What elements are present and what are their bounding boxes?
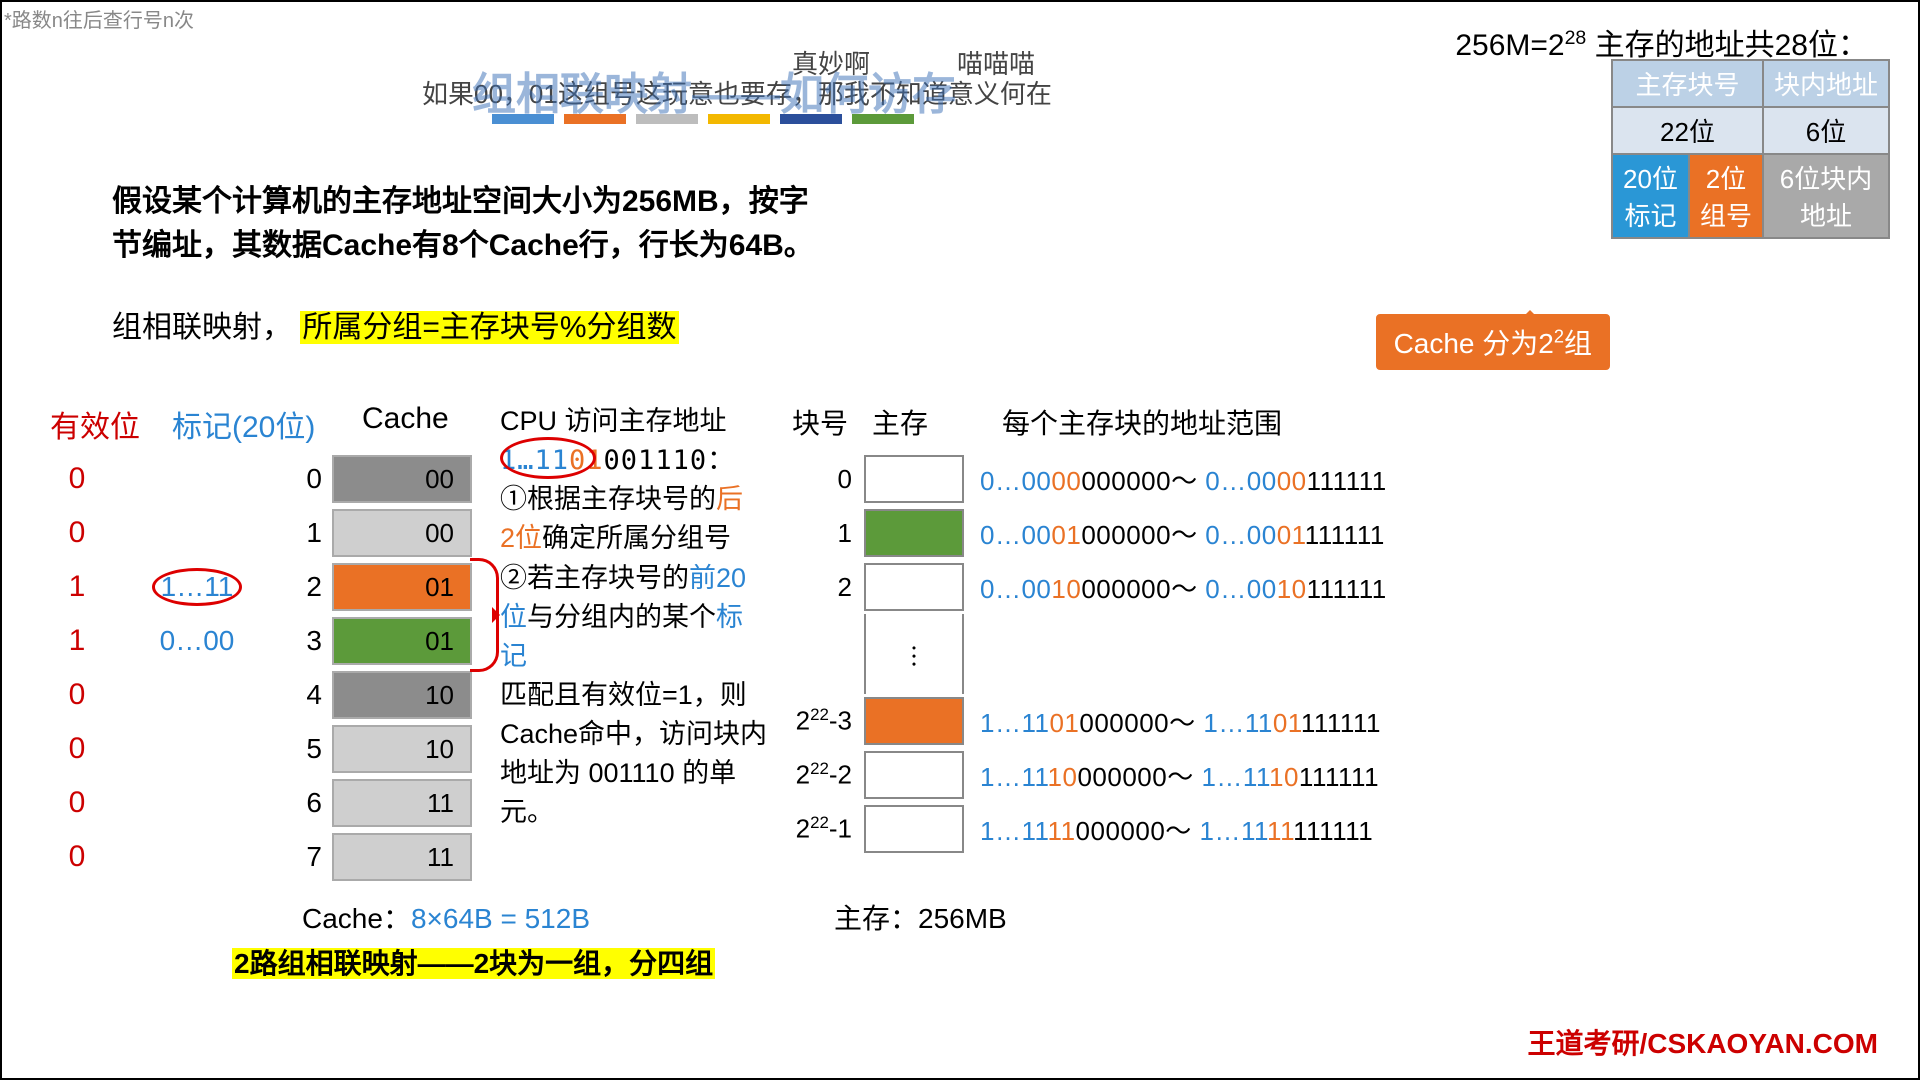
accent-bars (492, 114, 914, 124)
danmaku: 喵喵喵 (957, 44, 1035, 81)
mm-row: 222-11…1111000000～ 1…1111111111 (782, 802, 1387, 856)
cache-row: 0510 (32, 722, 472, 776)
mm-size: 主存：256MB (834, 897, 1007, 937)
mm-header-idx: 块号 (792, 402, 848, 442)
mm-row: 222-21…1110000000～ 1…1110111111 (782, 748, 1387, 802)
mm-header-range: 每个主存块的地址范围 (1002, 402, 1282, 442)
cache-row: 0100 (32, 506, 472, 560)
mm-row: 222-31…1101000000～ 1…1101111111 (782, 694, 1387, 748)
problem-text: 假设某个计算机的主存地址空间大小为256MB，按字节编址，其数据Cache有8个… (112, 180, 832, 267)
slide-title: 组相联映射——如何访存 (472, 58, 956, 122)
watermark: 王道考研/CSKAOYAN.COM (1527, 1022, 1878, 1062)
mm-row: 20…0010000000～ 0…0010111111 (782, 560, 1387, 614)
mm-header-mem: 主存 (872, 402, 928, 442)
mm-row: 00…0000000000～ 0…0000111111 (782, 452, 1387, 506)
cache-row: 0410 (32, 668, 472, 722)
text: 组相联映射， (112, 311, 292, 344)
cache-row: 0711 (32, 830, 472, 884)
col-header-cache: Cache (362, 402, 449, 436)
col-header-tag: 标记(20位) (172, 402, 315, 446)
circle-annotation (500, 437, 596, 479)
cache-table: 0000010011…1120110…003010410051006110711 (32, 452, 472, 884)
highlight: 所属分组=主存块号%分组数 (300, 311, 678, 344)
cache-row: 0611 (32, 776, 472, 830)
cache-size: Cache：8×64B = 512B (302, 897, 590, 937)
cache-row: 10…00301 (32, 614, 472, 668)
cache-groups-badge: Cache 分为22组 (1376, 314, 1610, 370)
col-header-valid: 有效位 (50, 402, 140, 446)
cache-note: 2路组相联映射——2块为一组，分四组 (232, 942, 715, 982)
mapping-rule: 组相联映射， 所属分组=主存块号%分组数 (112, 302, 679, 346)
address-table: 主存块号 块内地址 22位 6位 20位标记 2位组号 6位块内地址 (1611, 59, 1890, 239)
main-memory-table: 00…0000000000～ 0…000011111110…0001000000… (782, 452, 1387, 856)
addr-note: 256M=228 主存的地址共28位： (1455, 20, 1868, 64)
mm-row: ︙ (782, 614, 1387, 694)
brace-annotation (470, 558, 499, 672)
cache-row: 0000 (32, 452, 472, 506)
mm-row: 10…0001000000～ 0…0001111111 (782, 506, 1387, 560)
hint-text: *路数n往后查行号n次 (4, 4, 194, 33)
cache-row: 11…11201 (32, 560, 472, 614)
